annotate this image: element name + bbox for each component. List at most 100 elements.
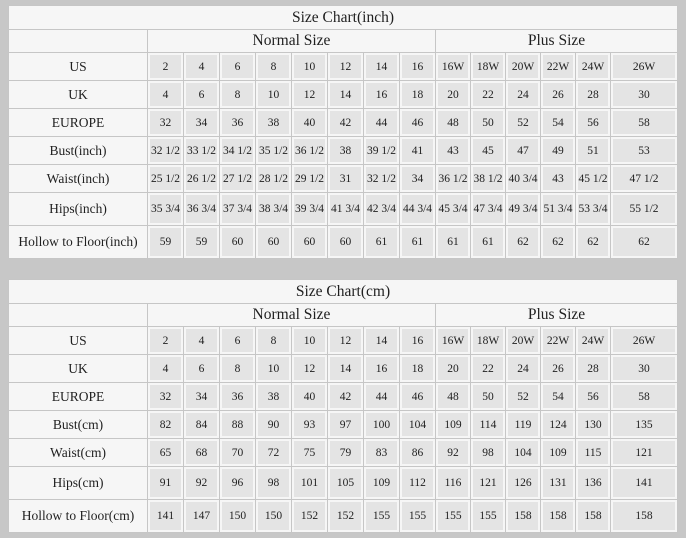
size-value-cell: 150 [219,499,256,533]
corner-cell [8,303,148,327]
row-label: Hollow to Floor(inch) [8,225,148,259]
table-row: Hollow to Floor(inch) 59 59 60 60 60 60 61 61 61 6… [8,225,678,259]
size-value-cell: 121 [610,438,678,467]
row-label: Bust(cm) [8,410,148,439]
size-value-cell: 38 1/2 [470,164,506,193]
size-value-cell: 6 [219,326,256,355]
size-value-cell: 38 [255,382,292,411]
size-value-cell: 86 [399,438,436,467]
size-value-cell: 101 [291,466,328,500]
table-row: Hollow to Floor(cm) 141 147 150 150 152 152 155… [8,499,678,533]
plus-size-header: Plus Size [435,303,678,327]
size-value-cell: 33 1/2 [183,136,220,165]
size-value-cell: 14 [327,80,364,109]
size-value-cell: 40 [291,108,328,137]
size-value-cell: 61 [470,225,506,259]
table-row: Bust(cm) 82 84 88 90 93 97 100 104 109 114 119 124 13… [8,410,678,439]
size-value-cell: 20W [505,326,541,355]
size-chart-cm-table: Size Chart(cm) Normal Size Plus Size US 2… [8,279,678,533]
row-label: US [8,326,148,355]
size-value-cell: 41 3/4 [327,192,364,226]
size-value-cell: 59 [183,225,220,259]
size-value-cell: 92 [183,466,220,500]
size-value-cell: 10 [255,354,292,383]
size-value-cell: 14 [363,52,400,81]
size-value-cell: 47 3/4 [470,192,506,226]
size-value-cell: 27 1/2 [219,164,256,193]
size-value-cell: 91 [147,466,184,500]
size-value-cell: 104 [399,410,436,439]
size-value-cell: 12 [327,52,364,81]
size-value-cell: 26W [610,326,678,355]
size-value-cell: 42 [327,108,364,137]
size-value-cell: 43 [435,136,471,165]
size-value-cell: 38 [255,108,292,137]
size-value-cell: 35 3/4 [147,192,184,226]
size-value-cell: 40 3/4 [505,164,541,193]
size-value-cell: 55 1/2 [610,192,678,226]
size-value-cell: 112 [399,466,436,500]
size-value-cell: 4 [183,326,220,355]
size-value-cell: 119 [505,410,541,439]
size-value-cell: 18 [399,354,436,383]
table-row: Waist(cm) 65 68 70 72 75 79 83 86 92 98 104 109 115 12… [8,438,678,467]
size-value-cell: 12 [291,80,328,109]
size-value-cell: 16 [399,326,436,355]
size-value-cell: 44 [363,382,400,411]
size-value-cell: 42 [327,382,364,411]
size-value-cell: 98 [255,466,292,500]
size-value-cell: 36 1/2 [291,136,328,165]
size-chart-cm-body: US 2 4 6 8 10 12 14 16 16W 18W 20W 22W 24W 26W UK 4 6 8 10 1… [8,326,678,533]
size-value-cell: 51 3/4 [540,192,576,226]
size-value-cell: 10 [291,52,328,81]
size-value-cell: 42 3/4 [363,192,400,226]
size-value-cell: 52 [505,108,541,137]
size-value-cell: 158 [540,499,576,533]
table-row: UK 4 6 8 10 12 14 16 18 20 22 24 26 28 30 [8,80,678,109]
size-value-cell: 18W [470,52,506,81]
table-row: Hips(inch) 35 3/4 36 3/4 37 3/4 38 3/4 39 3/4… [8,192,678,226]
size-value-cell: 135 [610,410,678,439]
size-value-cell: 37 3/4 [219,192,256,226]
size-value-cell: 155 [470,499,506,533]
size-value-cell: 43 [540,164,576,193]
size-value-cell: 49 [540,136,576,165]
size-value-cell: 48 [435,108,471,137]
size-value-cell: 18 [399,80,436,109]
size-value-cell: 109 [363,466,400,500]
size-value-cell: 22W [540,52,576,81]
table-title-inch: Size Chart(inch) [8,5,678,30]
size-value-cell: 61 [363,225,400,259]
size-value-cell: 58 [610,108,678,137]
size-value-cell: 8 [255,52,292,81]
size-value-cell: 4 [147,80,184,109]
size-value-cell: 28 [575,80,611,109]
size-value-cell: 84 [183,410,220,439]
size-value-cell: 53 3/4 [575,192,611,226]
size-value-cell: 116 [435,466,471,500]
row-label: Waist(inch) [8,164,148,193]
table-title-cm: Size Chart(cm) [8,279,678,304]
size-value-cell: 16 [399,52,436,81]
normal-size-header: Normal Size [147,29,436,53]
size-value-cell: 28 1/2 [255,164,292,193]
size-value-cell: 155 [435,499,471,533]
size-value-cell: 61 [435,225,471,259]
size-value-cell: 158 [610,499,678,533]
size-value-cell: 20W [505,52,541,81]
size-value-cell: 62 [505,225,541,259]
size-value-cell: 54 [540,382,576,411]
size-value-cell: 46 [399,382,436,411]
size-value-cell: 53 [610,136,678,165]
size-value-cell: 36 1/2 [435,164,471,193]
size-value-cell: 45 [470,136,506,165]
size-value-cell: 49 3/4 [505,192,541,226]
size-value-cell: 28 [575,354,611,383]
size-value-cell: 16W [435,52,471,81]
size-value-cell: 31 [327,164,364,193]
table-row: US 2 4 6 8 10 12 14 16 16W 18W 20W 22W 24W 26W [8,52,678,81]
size-value-cell: 51 [575,136,611,165]
size-value-cell: 62 [540,225,576,259]
size-value-cell: 62 [610,225,678,259]
size-chart-inch-table: Size Chart(inch) Normal Size Plus Size U… [8,5,678,259]
